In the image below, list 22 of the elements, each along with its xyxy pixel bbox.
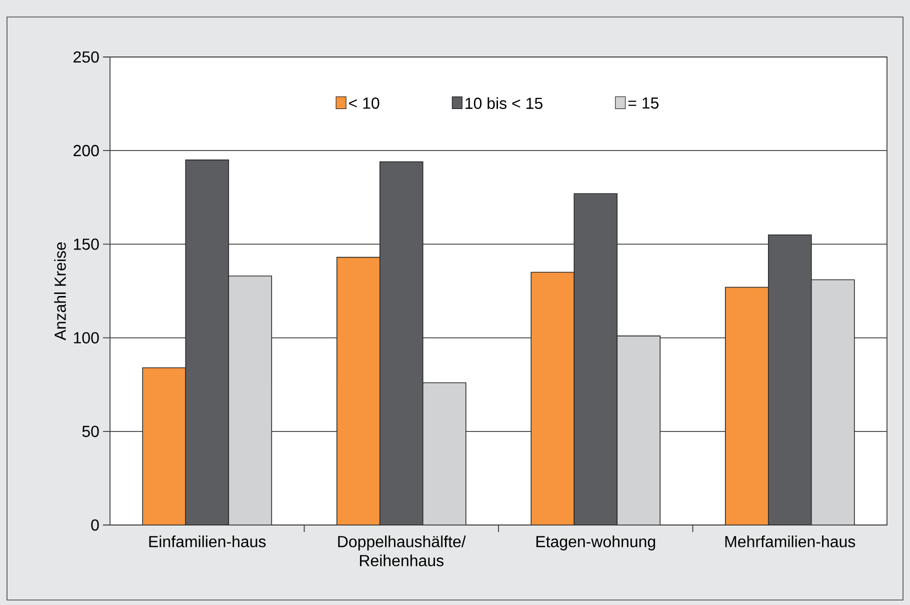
legend-label: < 10 (349, 97, 380, 109)
x-tick-label: Mehrfamilien-haus (725, 536, 856, 548)
y-tick-label: 150 (74, 238, 99, 250)
bar (724, 286, 769, 525)
y-tick-label: 200 (74, 144, 99, 156)
bar (768, 234, 812, 525)
y-tick-label: 0 (91, 519, 99, 531)
legend-label: = 15 (628, 98, 659, 109)
x-tick-label: Etagen-wohnung (536, 536, 656, 550)
legend-label: 10 bis < 15 (466, 97, 542, 109)
bar (379, 161, 424, 525)
bar (574, 193, 618, 525)
bar (185, 160, 230, 525)
bar (336, 256, 380, 525)
x-tick-label: Einfamilien-haus (149, 536, 266, 548)
y-axis-title: Anzahl Kreise (54, 242, 66, 340)
bar (142, 367, 186, 525)
y-tick-label: 50 (82, 426, 99, 438)
y-tick-label: 100 (74, 332, 99, 344)
bar (530, 272, 575, 525)
y-tick-label: 250 (74, 51, 99, 63)
x-tick-label: Doppelhaushälfte/ Reihenhaus (338, 536, 466, 566)
